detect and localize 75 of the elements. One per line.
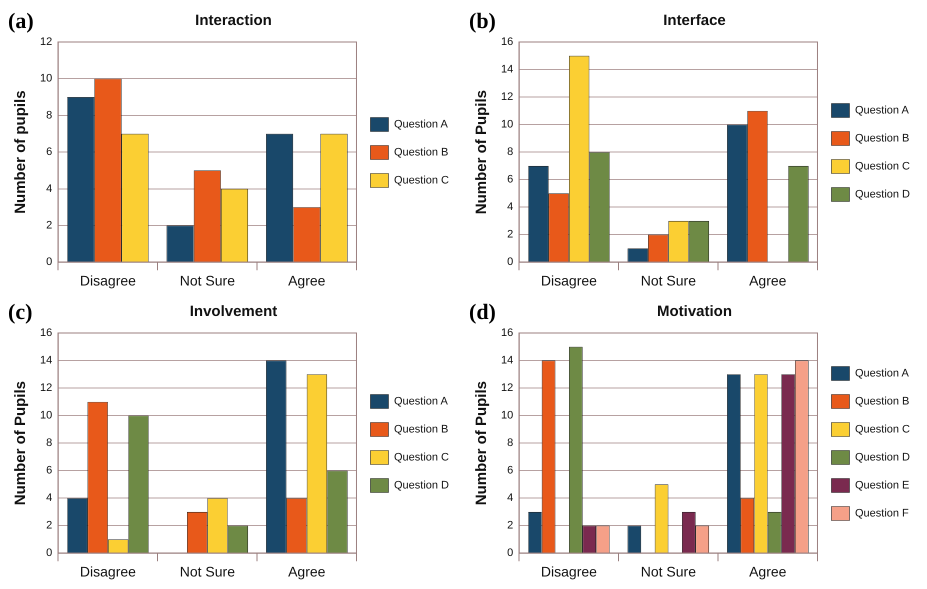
x-tick-label: Agree xyxy=(749,563,787,580)
y-tick-label: 14 xyxy=(500,354,514,367)
legend-label: Question B xyxy=(394,146,448,159)
y-tick-label: 4 xyxy=(46,182,52,195)
chart-title: Interaction xyxy=(195,12,272,30)
y-tick-label: 10 xyxy=(40,72,52,85)
x-tick-label: Not Sure xyxy=(640,272,696,288)
y-tick-label: 6 xyxy=(46,464,52,477)
y-tick-label: 16 xyxy=(500,327,514,340)
y-tick-label: 8 xyxy=(507,437,514,450)
legend-label: Question A xyxy=(854,104,910,117)
legend-label: Question F xyxy=(854,508,910,520)
x-tick-label: Agree xyxy=(288,563,326,580)
y-axis-title: Number of Pupils xyxy=(473,381,490,506)
y-tick-label: 4 xyxy=(46,492,52,504)
text: (a) xyxy=(8,8,34,34)
legend-label: Question B xyxy=(854,132,910,145)
legend-label: Question D xyxy=(854,452,910,464)
y-tick-label: 6 xyxy=(46,146,52,158)
y-tick-label: 8 xyxy=(46,109,52,122)
x-tick-label: Not Sure xyxy=(180,272,236,288)
legend-label: Question A xyxy=(394,118,448,131)
x-tick-label: Disagree xyxy=(540,272,598,288)
y-tick-label: 10 xyxy=(500,410,514,422)
chart-title: Interface xyxy=(663,12,726,30)
y-tick-label: 6 xyxy=(507,464,514,477)
y-tick-label: 12 xyxy=(40,36,52,48)
legend-label: Question A xyxy=(394,396,448,408)
y-tick-label: 4 xyxy=(507,201,514,214)
y-tick-label: 0 xyxy=(507,256,514,268)
x-tick-label: Disagree xyxy=(540,563,598,580)
y-tick-label: 2 xyxy=(507,520,514,532)
legend-label: Question C xyxy=(854,160,910,173)
y-tick-label: 0 xyxy=(46,547,52,560)
text: (d) xyxy=(469,299,496,325)
y-tick-label: 12 xyxy=(500,91,514,104)
y-axis-title: Number of Pupils xyxy=(12,381,30,506)
y-tick-label: 4 xyxy=(507,492,514,504)
y-tick-label: 10 xyxy=(500,118,514,131)
y-tick-label: 14 xyxy=(500,64,514,76)
x-tick-label: Disagree xyxy=(80,563,136,580)
y-tick-label: 0 xyxy=(507,547,514,560)
x-tick-label: Disagree xyxy=(80,272,136,288)
text: (c) xyxy=(8,299,32,325)
legend-label: Question C xyxy=(854,424,910,436)
y-tick-label: 2 xyxy=(46,220,52,232)
y-tick-label: 12 xyxy=(40,382,52,394)
x-tick-label: Not Sure xyxy=(640,563,696,580)
y-axis-title: Number of pupils xyxy=(12,90,30,214)
y-tick-label: 10 xyxy=(40,410,52,422)
chart-title: Involvement xyxy=(190,303,278,320)
x-tick-label: Agree xyxy=(288,272,326,288)
y-tick-label: 8 xyxy=(507,146,514,158)
x-tick-label: Not Sure xyxy=(180,563,236,580)
legend-label: Question B xyxy=(854,396,910,408)
y-tick-label: 2 xyxy=(46,520,52,532)
y-tick-label: 8 xyxy=(46,437,52,450)
legend-label: Question B xyxy=(394,424,448,436)
y-tick-label: 16 xyxy=(40,327,52,340)
y-tick-label: 0 xyxy=(46,256,52,268)
y-tick-label: 6 xyxy=(507,174,514,186)
y-tick-label: 12 xyxy=(500,382,514,394)
text: (b) xyxy=(469,8,496,34)
legend-label: Question C xyxy=(394,174,450,187)
x-tick-label: Agree xyxy=(749,272,787,288)
legend-label: Question E xyxy=(854,480,910,492)
legend-label: Question D xyxy=(854,188,910,201)
y-tick-label: 2 xyxy=(507,228,514,241)
y-tick-label: 14 xyxy=(40,354,52,367)
legend-label: Question D xyxy=(394,480,450,492)
y-tick-label: 16 xyxy=(500,36,514,48)
legend-label: Question C xyxy=(394,452,450,464)
y-axis-title: Number of Pupils xyxy=(473,90,490,214)
legend-label: Question A xyxy=(854,368,910,380)
chart-title: Motivation xyxy=(657,303,732,320)
